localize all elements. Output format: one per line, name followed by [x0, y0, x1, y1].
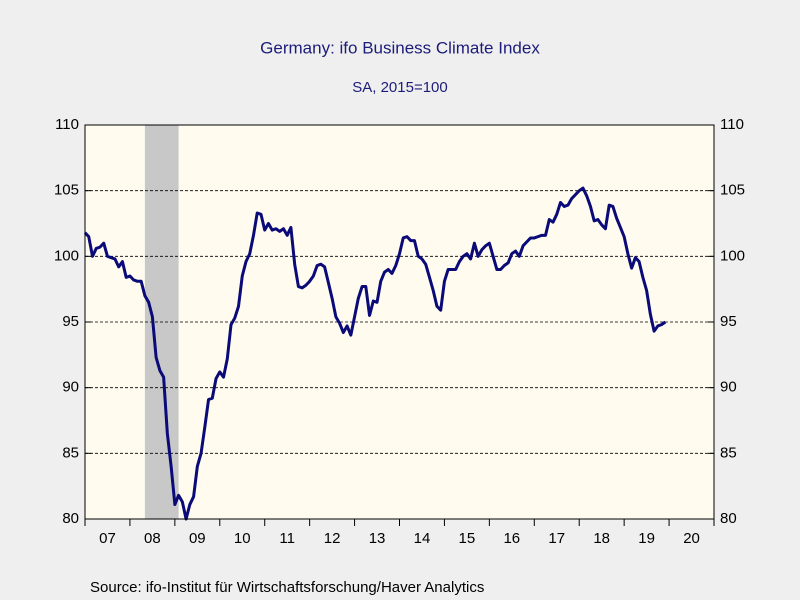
y-tick-label: 85: [62, 444, 79, 461]
chart-title: Germany: ifo Business Climate Index: [260, 38, 540, 57]
y2-tick-label: 100: [720, 247, 745, 264]
x-tick-label: 07: [99, 530, 116, 547]
source-note: Source: ifo-Institut für Wirtschaftsfors…: [90, 579, 484, 596]
plot-frame: [84, 124, 715, 520]
x-tick-label: 15: [459, 530, 476, 547]
x-tick-label: 20: [683, 530, 700, 547]
x-tick-label: 16: [503, 530, 520, 547]
x-tick-label: 08: [144, 530, 161, 547]
y-tick-label: 80: [62, 510, 79, 527]
y2-tick-label: 80: [720, 510, 737, 527]
x-tick-label: 13: [369, 530, 386, 547]
x-tick-label: 12: [324, 530, 341, 547]
x-tick-label: 19: [638, 530, 655, 547]
x-tick-label: 10: [234, 530, 251, 547]
x-tick-label: 18: [593, 530, 610, 547]
x-tick-label: 11: [279, 530, 295, 547]
y2-tick-label: 105: [720, 182, 745, 199]
x-tick-label: 17: [548, 530, 565, 547]
y2-tick-label: 90: [720, 379, 737, 396]
y2-tick-label: 95: [720, 313, 737, 330]
data-line: [83, 186, 667, 521]
y2-tick-label: 110: [720, 116, 744, 133]
y-tick-label: 110: [55, 116, 79, 133]
chart-subtitle: SA, 2015=100: [352, 79, 448, 96]
x-tick-label: 09: [189, 530, 206, 547]
y-tick-label: 90: [62, 379, 79, 396]
y-tick-label: 100: [54, 247, 79, 264]
y-tick-label: 105: [54, 182, 79, 199]
plot-area: [85, 125, 714, 519]
y2-tick-label: 85: [720, 444, 737, 461]
y-tick-label: 95: [62, 313, 79, 330]
x-tick-label: 14: [414, 530, 431, 547]
